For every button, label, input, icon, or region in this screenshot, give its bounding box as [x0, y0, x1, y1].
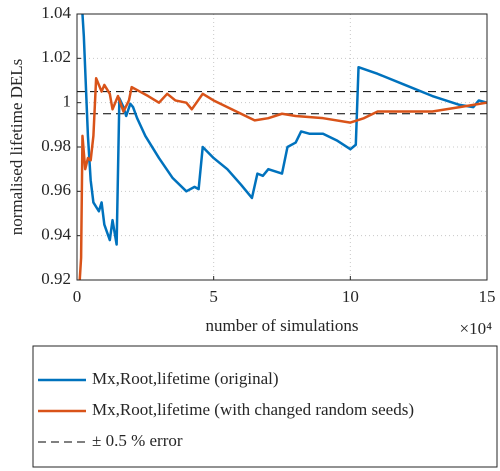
- x-tick-label: 0: [73, 287, 82, 306]
- y-tick-label: 0.94: [41, 225, 71, 244]
- y-tick-label: 1.04: [41, 3, 71, 22]
- y-tick-label: 0.92: [41, 269, 71, 288]
- x-tick-label: 10: [342, 287, 359, 306]
- legend-box: [32, 345, 498, 468]
- x-axis-label: number of simulations: [206, 316, 359, 335]
- x-tick-label: 15: [479, 287, 496, 306]
- y-axis-label: normalised lifetime DELs: [7, 59, 26, 236]
- y-tick-label: 1: [63, 92, 72, 111]
- x-tick-label: 5: [209, 287, 218, 306]
- series-line: [81, 13, 487, 246]
- y-tick-label: 1.02: [41, 47, 71, 66]
- legend-label: ± 0.5 % error: [92, 431, 183, 450]
- y-tick-label: 0.98: [41, 136, 71, 155]
- legend-label: Mx,Root,lifetime (with changed random se…: [92, 400, 414, 419]
- x-scale-label: ×10⁴: [459, 319, 492, 338]
- series-line: [78, 77, 487, 281]
- plot-frame: [76, 13, 488, 281]
- legend-label: Mx,Root,lifetime (original): [92, 369, 279, 388]
- y-tick-label: 0.96: [41, 180, 71, 199]
